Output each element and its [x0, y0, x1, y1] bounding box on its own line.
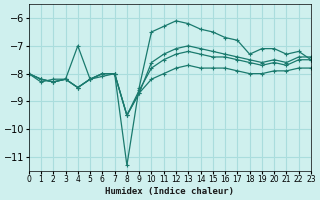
X-axis label: Humidex (Indice chaleur): Humidex (Indice chaleur): [105, 187, 234, 196]
